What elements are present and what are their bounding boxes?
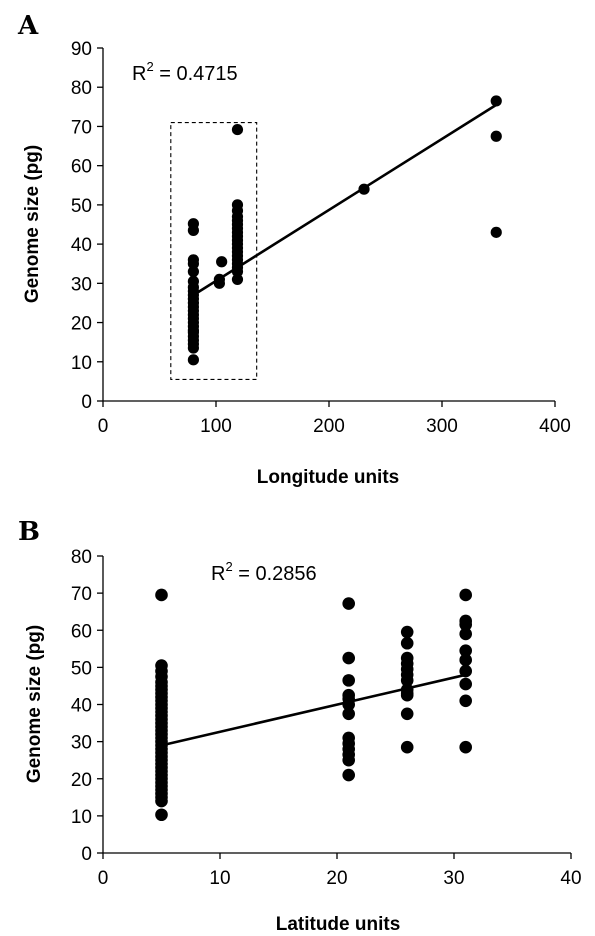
panel-a-y-axis-title: Genome size (pg) bbox=[22, 145, 43, 303]
panel-a-x-tick-label: 300 bbox=[426, 416, 458, 437]
panel-b-data-point bbox=[400, 636, 414, 650]
panel-a-x-tick-label: 200 bbox=[313, 416, 345, 437]
panel-a-data-point bbox=[187, 342, 199, 354]
panel-a-data-point bbox=[490, 130, 502, 142]
panel-b-data-point bbox=[155, 794, 168, 808]
panel-a-trendline bbox=[192, 103, 497, 297]
panel-b-x-ticks: 0 10 20 30 40 bbox=[98, 853, 582, 889]
panel-a-r-squared: R2 = 0.4715 bbox=[132, 59, 238, 85]
panel-b-data-point bbox=[459, 694, 473, 708]
panel-b: B R2 = 0.2856 0 10 20 30 40 50 60 70 80 0 10 20 30 4… bbox=[18, 517, 582, 935]
panel-b-y-tick-label: 60 bbox=[71, 621, 92, 642]
panel-b-data-point bbox=[155, 588, 168, 602]
panel-b-data-point bbox=[459, 740, 473, 754]
panel-b-trendline bbox=[161, 673, 466, 747]
panel-b-y-tick-label: 0 bbox=[81, 844, 92, 865]
panel-a-y-tick-label: 30 bbox=[71, 274, 92, 295]
panel-b-x-tick-label: 0 bbox=[98, 868, 109, 889]
panel-a-data-point bbox=[231, 273, 244, 286]
panel-a-y-tick-label: 80 bbox=[71, 78, 92, 99]
panel-a-y-tick-label: 0 bbox=[81, 392, 92, 413]
panel-a-y-tick-label: 50 bbox=[71, 196, 92, 217]
panel-b-data-point bbox=[459, 588, 473, 602]
panel-a-y-tick-label: 10 bbox=[71, 353, 92, 374]
panel-a-letter: A bbox=[17, 11, 39, 41]
panel-a-data-point bbox=[216, 256, 228, 268]
panel-b-data-point bbox=[459, 677, 473, 691]
panel-b-x-tick-label: 20 bbox=[326, 868, 347, 889]
panel-b-data-point bbox=[459, 618, 473, 631]
panel-a-y-tick-label: 70 bbox=[71, 117, 92, 138]
panel-b-y-tick-label: 70 bbox=[71, 584, 92, 605]
panel-b-data-point bbox=[400, 707, 414, 721]
panel-b-x-tick-label: 40 bbox=[560, 868, 581, 889]
panel-a-y-tick-label: 20 bbox=[71, 314, 92, 335]
panel-b-r-squared: R2 = 0.2856 bbox=[211, 559, 317, 585]
panel-b-y-ticks: 0 10 20 30 40 50 60 70 80 bbox=[71, 547, 103, 865]
panel-b-data-point bbox=[400, 688, 414, 702]
panel-b-y-axis-title: Genome size (pg) bbox=[24, 625, 45, 783]
panel-a-data-point bbox=[231, 123, 244, 136]
panel-b-y-tick-label: 50 bbox=[71, 658, 92, 679]
panel-a-marks bbox=[170, 95, 502, 380]
panel-a-data-point bbox=[490, 226, 502, 238]
panel-a-y-tick-label: 40 bbox=[71, 235, 92, 256]
panel-a-x-tick-label: 0 bbox=[98, 416, 109, 437]
panel-a-data-point bbox=[490, 95, 502, 107]
panel-b-data-point bbox=[342, 768, 356, 782]
panel-a-y-ticks: 0 10 20 30 40 50 60 70 80 90 bbox=[71, 39, 103, 413]
panel-b-y-tick-label: 30 bbox=[71, 733, 92, 754]
panel-a-x-tick-label: 100 bbox=[200, 416, 232, 437]
panel-b-y-tick-label: 10 bbox=[71, 807, 92, 828]
panel-b-data-point bbox=[342, 707, 356, 721]
panel-a-data-point bbox=[187, 258, 199, 270]
panel-a-x-tick-label: 400 bbox=[539, 416, 571, 437]
panel-b-data-point bbox=[155, 808, 168, 822]
panel-a-y-tick-label: 60 bbox=[71, 157, 92, 178]
panel-a-y-tick-label: 90 bbox=[71, 39, 92, 60]
panel-b-y-tick-label: 80 bbox=[71, 547, 92, 568]
panel-b-data-point bbox=[342, 597, 356, 610]
panel-b-data-point bbox=[342, 674, 356, 687]
panel-a-data-point bbox=[187, 354, 199, 366]
panel-b-x-tick-label: 30 bbox=[443, 868, 464, 889]
panel-b-data-point bbox=[400, 625, 414, 639]
panel-b-data-point bbox=[342, 753, 356, 767]
panel-b-y-tick-label: 20 bbox=[71, 770, 92, 791]
panel-a-x-axis-title: Longitude units bbox=[257, 467, 399, 488]
panel-a-data-point bbox=[187, 224, 199, 236]
panel-b-x-tick-label: 10 bbox=[209, 868, 230, 889]
panel-b-data-point bbox=[459, 644, 473, 657]
panel-b-data-point bbox=[400, 740, 414, 754]
panel-a-highlight-box bbox=[170, 121, 258, 380]
panel-b-marks bbox=[155, 588, 473, 822]
panel-b-data-point bbox=[400, 674, 414, 687]
panel-b-x-axis-title: Latitude units bbox=[276, 914, 401, 935]
panel-b-letter: B bbox=[18, 517, 40, 547]
panel-a-data-point bbox=[187, 265, 199, 278]
panel-b-data-point bbox=[459, 627, 473, 641]
panel-a-x-ticks: 0 100 200 300 400 bbox=[98, 401, 571, 437]
panel-b-data-point bbox=[459, 653, 473, 667]
panel-b-data-point bbox=[342, 651, 356, 665]
panel-b-y-tick-label: 40 bbox=[71, 696, 92, 717]
panel-a: A R2 = 0.4715 0 10 20 30 40 50 60 70 80 90 0 100 20… bbox=[17, 11, 571, 488]
